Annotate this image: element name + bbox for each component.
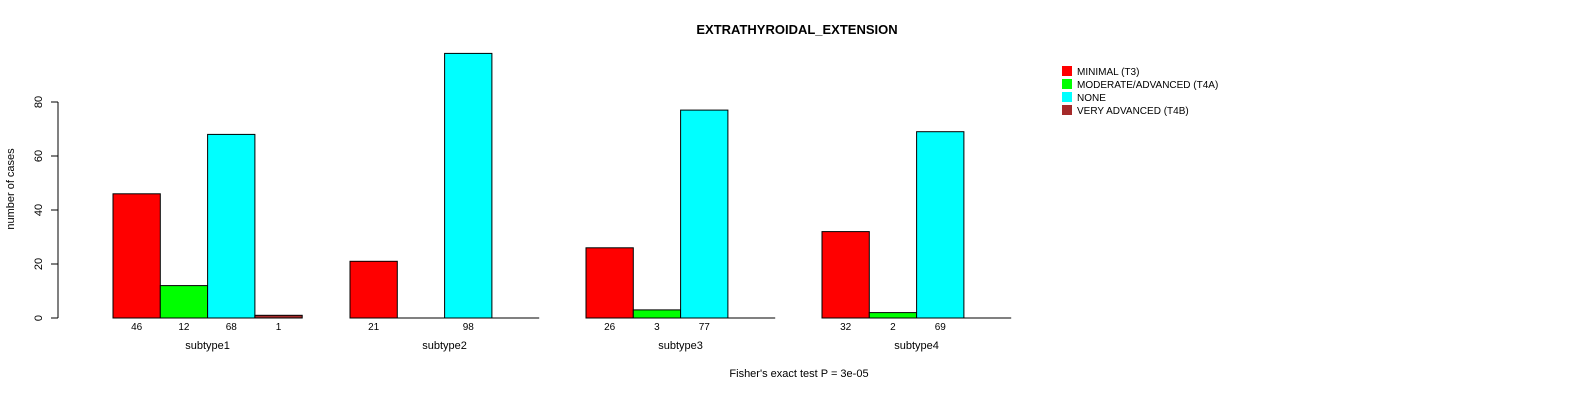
legend-swatch [1062,105,1072,115]
footnote: Fisher's exact test P = 3e-05 [729,368,868,380]
count-label: 3 [654,322,660,333]
count-label: 26 [604,322,616,333]
y-tick-label: 20 [33,258,45,270]
legend-label: VERY ADVANCED (T4B) [1077,106,1189,117]
bar-subtype3-2 [632,309,682,319]
bar-subtype1-3 [207,133,256,319]
y-tick-label: 40 [33,204,45,216]
bar-group-subtype4: 32 2 69 subtype4 [821,131,1012,352]
count-label: 12 [178,322,190,333]
bar-subtype2-1 [349,260,398,319]
group-label: subtype1 [185,340,230,352]
group-label: subtype4 [894,340,939,352]
count-label: 2 [890,322,896,333]
bar-subtype1-1 [112,193,161,319]
count-label: 77 [699,322,711,333]
bar-subtype3-3 [680,109,729,319]
bar-subtype3-1 [585,247,634,319]
bar-group-subtype1: 46 12 68 1 subtype1 [112,133,303,352]
bar-subtype2-3 [444,52,493,319]
count-label: 69 [935,322,947,333]
chart-title: EXTRATHYROIDAL_EXTENSION [696,22,897,37]
count-label: 32 [840,322,852,333]
bar-group-subtype2: 21 98 subtype2 [349,52,540,352]
legend-label: NONE [1077,93,1106,104]
count-label: 1 [276,322,282,333]
bar-subtype4-2 [868,312,918,319]
count-label: 21 [368,322,380,333]
legend-swatch [1062,92,1072,102]
group-label: subtype3 [658,340,703,352]
legend-swatch [1062,66,1072,76]
y-axis-label: number of cases [5,148,17,230]
legend: MINIMAL (T3) MODERATE/ADVANCED (T4A) NONE V… [1062,66,1218,117]
y-axis: 0 20 40 60 80 [33,96,59,321]
legend-swatch [1062,79,1072,89]
bar-subtype4-3 [916,131,965,319]
bar-subtype4-1 [821,231,870,319]
legend-label: MINIMAL (T3) [1077,67,1139,78]
y-tick-label: 80 [33,96,45,108]
bar-subtype1-2 [159,285,209,319]
count-label: 98 [463,322,475,333]
group-label: subtype2 [422,340,467,352]
bars: 46 12 68 1 subtype1 21 98 subtype2 26 3 77 subtype3… [112,52,1012,352]
count-label: 68 [226,322,238,333]
legend-label: MODERATE/ADVANCED (T4A) [1077,80,1218,91]
y-tick-label: 60 [33,150,45,162]
count-label: 46 [131,322,143,333]
bar-group-subtype3: 26 3 77 subtype3 [585,109,776,352]
y-tick-label: 0 [33,315,45,321]
